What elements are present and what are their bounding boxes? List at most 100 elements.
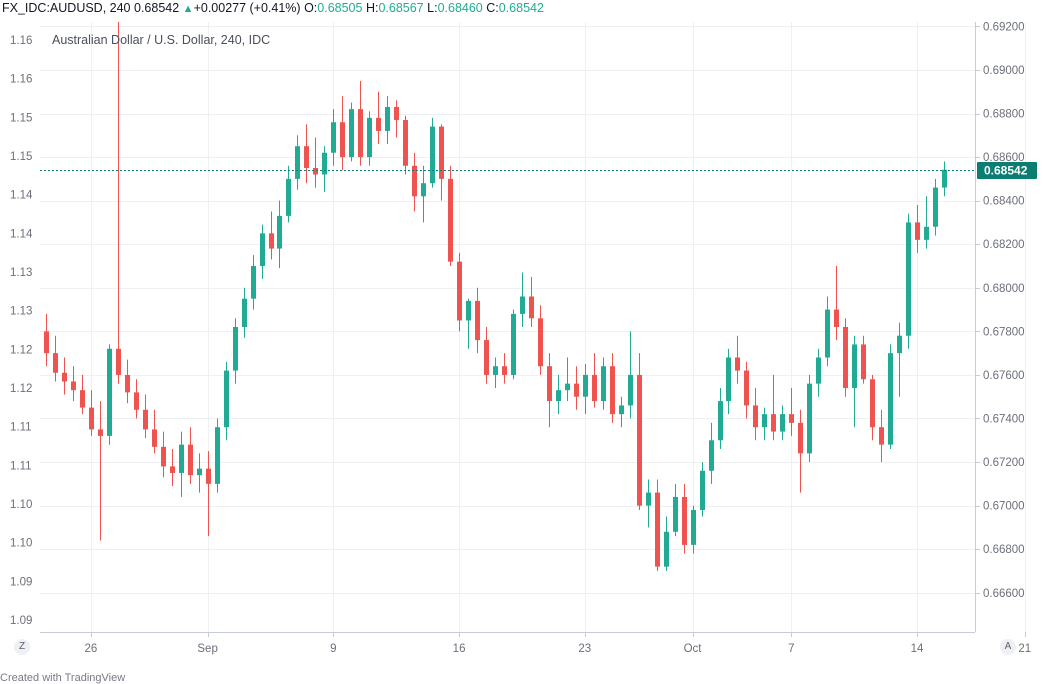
candle: [385, 96, 390, 144]
right-tick-label: 0.66600: [983, 588, 1025, 600]
high-label: H:: [365, 1, 379, 15]
left-tick-label: 1.10: [10, 538, 32, 550]
right-tick-label: 0.69200: [983, 21, 1025, 33]
candle-body: [870, 379, 875, 428]
candle-body: [511, 313, 516, 375]
candle: [529, 276, 534, 327]
zoom-corner-button[interactable]: Z: [14, 639, 30, 655]
candle: [53, 335, 58, 382]
candle: [457, 252, 462, 332]
auto-scale-button[interactable]: A: [1000, 639, 1016, 655]
candle: [610, 353, 615, 423]
candle: [197, 453, 202, 493]
plot-area: [40, 22, 975, 632]
candle: [556, 374, 561, 415]
candle-body: [260, 233, 265, 266]
candle: [313, 137, 318, 188]
candle-body: [924, 226, 929, 240]
candle-body: [933, 187, 938, 227]
candle-body: [673, 496, 678, 532]
candle-body: [286, 178, 291, 216]
candle: [726, 348, 731, 415]
right-tick-label: 0.67400: [983, 414, 1025, 426]
open-value: 0.68505: [317, 1, 363, 15]
candle: [421, 165, 426, 223]
candle-body: [277, 215, 282, 249]
candle-body: [771, 414, 776, 432]
candle: [322, 146, 327, 192]
candle: [771, 374, 776, 441]
candle-body: [861, 344, 866, 380]
chart-header: FX_IDC:AUDUSD, 240 0.68542 ▲+0.00277 (+0…: [2, 1, 544, 15]
candle: [834, 266, 839, 341]
left-tick-label: 1.11: [10, 460, 32, 472]
candle-body: [789, 414, 794, 423]
candle-body: [170, 466, 175, 473]
candle-body: [610, 366, 615, 415]
candle: [700, 462, 705, 517]
candle: [897, 322, 902, 397]
candle-body: [439, 126, 444, 179]
candle: [655, 479, 660, 571]
candle: [807, 374, 812, 463]
candle: [744, 361, 749, 419]
x-tick-label: Sep: [197, 643, 217, 655]
x-tick-label: 14: [911, 643, 924, 655]
candle-body: [215, 427, 220, 484]
left-tick-label: 1.11: [10, 422, 32, 434]
candle-body: [547, 366, 552, 402]
candle: [502, 353, 507, 384]
candle: [709, 422, 714, 484]
candle: [888, 344, 893, 449]
low-value: 0.68460: [437, 1, 483, 15]
candle-body: [233, 327, 238, 371]
candle-body: [412, 165, 417, 197]
candle-body: [448, 178, 453, 262]
candle: [62, 357, 67, 395]
candle-body: [529, 296, 534, 319]
left-tick-label: 1.10: [10, 499, 32, 511]
candle-body: [592, 374, 597, 402]
right-tick-label: 0.68600: [983, 152, 1025, 164]
x-tick-label: 26: [85, 643, 98, 655]
candle-body: [798, 422, 803, 454]
candle: [394, 100, 399, 138]
candle: [825, 296, 830, 367]
candle-body: [520, 296, 525, 314]
candle-body: [224, 370, 229, 428]
price-change: +0.00277 (+0.41%): [193, 1, 301, 15]
candle: [98, 401, 103, 541]
right-tick-label: 0.67800: [983, 326, 1025, 338]
candle-body: [331, 122, 336, 153]
candle-body: [80, 390, 85, 408]
close-label: C:: [486, 1, 499, 15]
candle: [295, 135, 300, 190]
candle: [583, 364, 588, 415]
left-axis-ticks: 1.16 1.16 1.15 1.15 1.14 1.14 1.13 1.13 1.12 1.12…: [10, 35, 33, 627]
candle-body: [664, 531, 669, 567]
candle-body: [825, 309, 830, 358]
candle: [601, 357, 606, 410]
candle: [924, 196, 929, 249]
candle: [349, 102, 354, 162]
left-tick-label: 1.09: [10, 576, 32, 588]
high-value: 0.68567: [378, 1, 424, 15]
right-tick-label: 0.68800: [983, 109, 1025, 121]
candle-body: [637, 374, 642, 506]
candle-body: [816, 357, 821, 384]
candle-body: [538, 318, 543, 367]
x-tick-label: 21: [1018, 643, 1031, 655]
candle-body: [403, 120, 408, 166]
candle: [538, 305, 543, 375]
candle-body: [125, 374, 130, 393]
candle-body: [107, 348, 112, 436]
candle-body: [475, 300, 480, 341]
candle: [448, 165, 453, 266]
candles: [44, 22, 947, 571]
candle-body: [251, 266, 256, 299]
candle: [224, 361, 229, 441]
right-tick-label: 0.68400: [983, 196, 1025, 208]
candle: [439, 124, 444, 201]
candle: [879, 409, 884, 463]
